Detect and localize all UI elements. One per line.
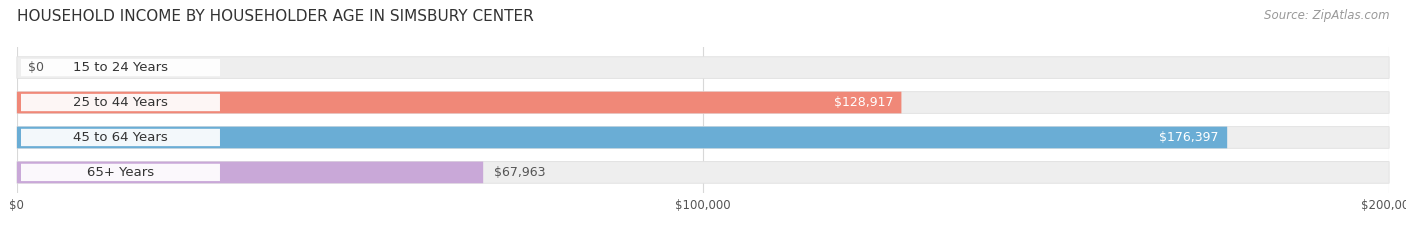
Text: $176,397: $176,397	[1160, 131, 1219, 144]
Text: HOUSEHOLD INCOME BY HOUSEHOLDER AGE IN SIMSBURY CENTER: HOUSEHOLD INCOME BY HOUSEHOLDER AGE IN S…	[17, 9, 534, 24]
FancyBboxPatch shape	[17, 162, 484, 183]
Text: Source: ZipAtlas.com: Source: ZipAtlas.com	[1264, 9, 1389, 22]
FancyBboxPatch shape	[21, 164, 219, 181]
Text: $67,963: $67,963	[494, 166, 546, 179]
Text: 15 to 24 Years: 15 to 24 Years	[73, 61, 167, 74]
Text: 25 to 44 Years: 25 to 44 Years	[73, 96, 167, 109]
FancyBboxPatch shape	[17, 92, 1389, 113]
FancyBboxPatch shape	[17, 127, 1227, 148]
Text: 65+ Years: 65+ Years	[87, 166, 155, 179]
Text: $0: $0	[28, 61, 44, 74]
FancyBboxPatch shape	[21, 94, 219, 111]
FancyBboxPatch shape	[17, 162, 1389, 183]
Text: $128,917: $128,917	[834, 96, 893, 109]
FancyBboxPatch shape	[17, 127, 1389, 148]
Text: 45 to 64 Years: 45 to 64 Years	[73, 131, 167, 144]
FancyBboxPatch shape	[17, 57, 1389, 78]
FancyBboxPatch shape	[21, 129, 219, 146]
FancyBboxPatch shape	[21, 59, 219, 76]
FancyBboxPatch shape	[17, 92, 901, 113]
